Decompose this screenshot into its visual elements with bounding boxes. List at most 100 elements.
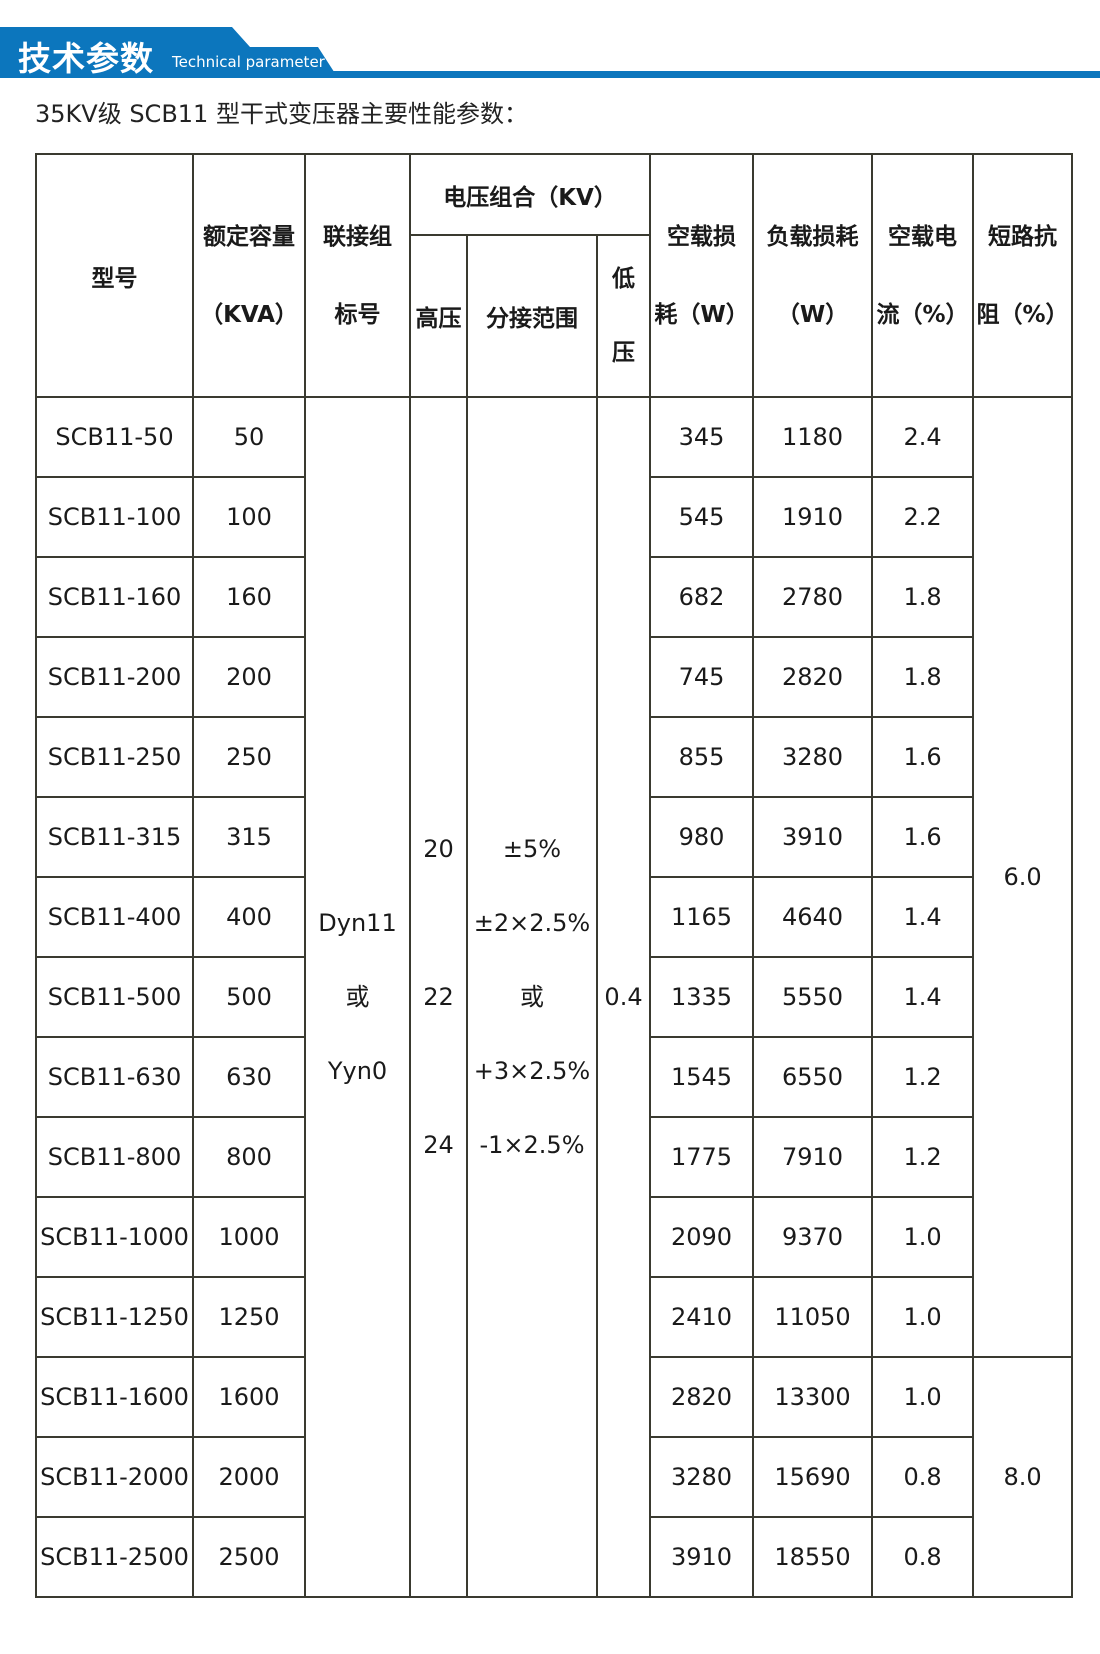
no-load-current-cell: 2.4 <box>871 396 975 478</box>
no-load-loss-cell: 682 <box>649 556 755 638</box>
model-cell: SCB11-2000 <box>35 1436 194 1518</box>
load-loss-cell: 5550 <box>752 956 874 1038</box>
no-load-current-cell: 1.0 <box>871 1276 975 1358</box>
no-load-current-cell: 1.6 <box>871 796 975 878</box>
table-row: SCB11-500 500 1335 5550 1.4 <box>35 956 1072 1038</box>
no-load-loss-cell: 1335 <box>649 956 755 1038</box>
no-load-current-cell: 1.4 <box>871 876 975 958</box>
section-title: 技术参数 <box>18 39 154 78</box>
load-loss-cell: 4640 <box>752 876 874 958</box>
no-load-current-cell: 1.8 <box>871 556 975 638</box>
model-cell: SCB11-500 <box>35 956 194 1038</box>
table-row: SCB11-160 160 682 2780 1.8 <box>35 556 1072 638</box>
parameter-table: 型号 额定容量 （KVA） 联接组 标号 电压组合（KV） 空载损 耗（W） 负载损耗… <box>35 153 1074 1598</box>
section-divider <box>0 71 1100 78</box>
capacity-cell: 200 <box>192 636 306 718</box>
table-row: SCB11-2500 2500 3910 18550 0.8 <box>35 1516 1072 1598</box>
capacity-cell: 315 <box>192 796 306 878</box>
table-row: SCB11-1250 1250 2410 11050 1.0 <box>35 1276 1072 1358</box>
load-loss-cell: 3280 <box>752 716 874 798</box>
no-load-loss-cell: 2410 <box>649 1276 755 1358</box>
table-row: SCB11-315 315 980 3910 1.6 <box>35 796 1072 878</box>
lv-cell: 0.4 <box>595 396 652 1598</box>
no-load-current-cell: 2.2 <box>871 476 975 558</box>
model-cell: SCB11-250 <box>35 716 194 798</box>
header-no-load-current: 空载电 流（%） <box>871 153 975 398</box>
impedance-cell: 8.0 <box>972 1356 1074 1598</box>
load-loss-cell: 2780 <box>752 556 874 638</box>
table-row: SCB11-250 250 855 3280 1.6 <box>35 716 1072 798</box>
load-loss-cell: 2820 <box>752 636 874 718</box>
capacity-cell: 800 <box>192 1116 306 1198</box>
no-load-current-cell: 1.0 <box>871 1196 975 1278</box>
no-load-loss-cell: 545 <box>649 476 755 558</box>
table-row: SCB11-400 400 1165 4640 1.4 <box>35 876 1072 958</box>
header-voltage-group: 电压组合（KV） <box>408 153 652 236</box>
no-load-current-cell: 1.6 <box>871 716 975 798</box>
no-load-current-cell: 1.0 <box>871 1356 975 1438</box>
capacity-cell: 100 <box>192 476 306 558</box>
no-load-loss-cell: 855 <box>649 716 755 798</box>
model-cell: SCB11-1000 <box>35 1196 194 1278</box>
table-row: SCB11-1600 1600 2820 13300 1.0 8.0 <box>35 1356 1074 1598</box>
no-load-loss-cell: 1545 <box>649 1036 755 1118</box>
capacity-cell: 500 <box>192 956 306 1038</box>
model-cell: SCB11-630 <box>35 1036 194 1118</box>
no-load-loss-cell: 2090 <box>649 1196 755 1278</box>
no-load-loss-cell: 745 <box>649 636 755 718</box>
model-cell: SCB11-1600 <box>35 1356 194 1438</box>
capacity-cell: 2000 <box>192 1436 306 1518</box>
header-impedance: 短路抗 阻（%） <box>972 153 1074 398</box>
capacity-cell: 2500 <box>192 1516 306 1598</box>
header-tap: 分接范围 <box>466 234 598 398</box>
table-row: SCB11-2000 2000 3280 15690 0.8 <box>35 1436 1072 1518</box>
header-capacity: 额定容量 （KVA） <box>192 153 306 398</box>
no-load-current-cell: 0.8 <box>871 1516 975 1598</box>
capacity-cell: 400 <box>192 876 306 958</box>
model-cell: SCB11-100 <box>35 476 194 558</box>
model-cell: SCB11-200 <box>35 636 194 718</box>
load-loss-cell: 3910 <box>752 796 874 878</box>
no-load-current-cell: 1.8 <box>871 636 975 718</box>
load-loss-cell: 13300 <box>752 1356 874 1438</box>
load-loss-cell: 15690 <box>752 1436 874 1518</box>
no-load-loss-cell: 1165 <box>649 876 755 958</box>
header-load-loss: 负载损耗 （W） <box>752 153 874 398</box>
no-load-loss-cell: 980 <box>649 796 755 878</box>
load-loss-cell: 7910 <box>752 1116 874 1198</box>
no-load-current-cell: 1.2 <box>871 1036 975 1118</box>
model-cell: SCB11-50 <box>35 396 194 478</box>
model-cell: SCB11-1250 <box>35 1276 194 1358</box>
no-load-loss-cell: 1775 <box>649 1116 755 1198</box>
model-cell: SCB11-800 <box>35 1116 194 1198</box>
connection-cell: Dyn11 或 Yyn0 <box>304 396 411 1598</box>
capacity-cell: 630 <box>192 1036 306 1118</box>
load-loss-cell: 18550 <box>752 1516 874 1598</box>
header-model: 型号 <box>35 153 194 398</box>
no-load-current-cell: 1.4 <box>871 956 975 1038</box>
table-row: SCB11-100 100 545 1910 2.2 <box>35 476 1072 558</box>
load-loss-cell: 9370 <box>752 1196 874 1278</box>
header-no-load-loss: 空载损 耗（W） <box>649 153 755 398</box>
load-loss-cell: 1180 <box>752 396 874 478</box>
header-lv: 低压 <box>595 234 652 398</box>
hv-cell: 20 22 24 <box>409 396 468 1598</box>
capacity-cell: 250 <box>192 716 306 798</box>
model-cell: SCB11-2500 <box>35 1516 194 1598</box>
model-cell: SCB11-315 <box>35 796 194 878</box>
model-cell: SCB11-160 <box>35 556 194 638</box>
no-load-current-cell: 1.2 <box>871 1116 975 1198</box>
table-row: SCB11-50 50 Dyn11 或 Yyn0 20 22 24 ±5% ±2×2.5% 或 +3×… <box>35 396 1074 1598</box>
no-load-loss-cell: 2820 <box>649 1356 755 1438</box>
table-row: SCB11-200 200 745 2820 1.8 <box>35 636 1072 718</box>
load-loss-cell: 1910 <box>752 476 874 558</box>
header-connection: 联接组 标号 <box>304 153 411 398</box>
table-caption: 35KV级 SCB11 型干式变压器主要性能参数： <box>35 100 528 128</box>
tap-cell: ±5% ±2×2.5% 或 +3×2.5% -1×2.5% <box>466 396 598 1598</box>
capacity-cell: 50 <box>192 396 306 478</box>
impedance-cell: 6.0 <box>972 396 1074 1358</box>
capacity-cell: 1600 <box>192 1356 306 1438</box>
no-load-current-cell: 0.8 <box>871 1436 975 1518</box>
model-cell: SCB11-400 <box>35 876 194 958</box>
no-load-loss-cell: 3280 <box>649 1436 755 1518</box>
